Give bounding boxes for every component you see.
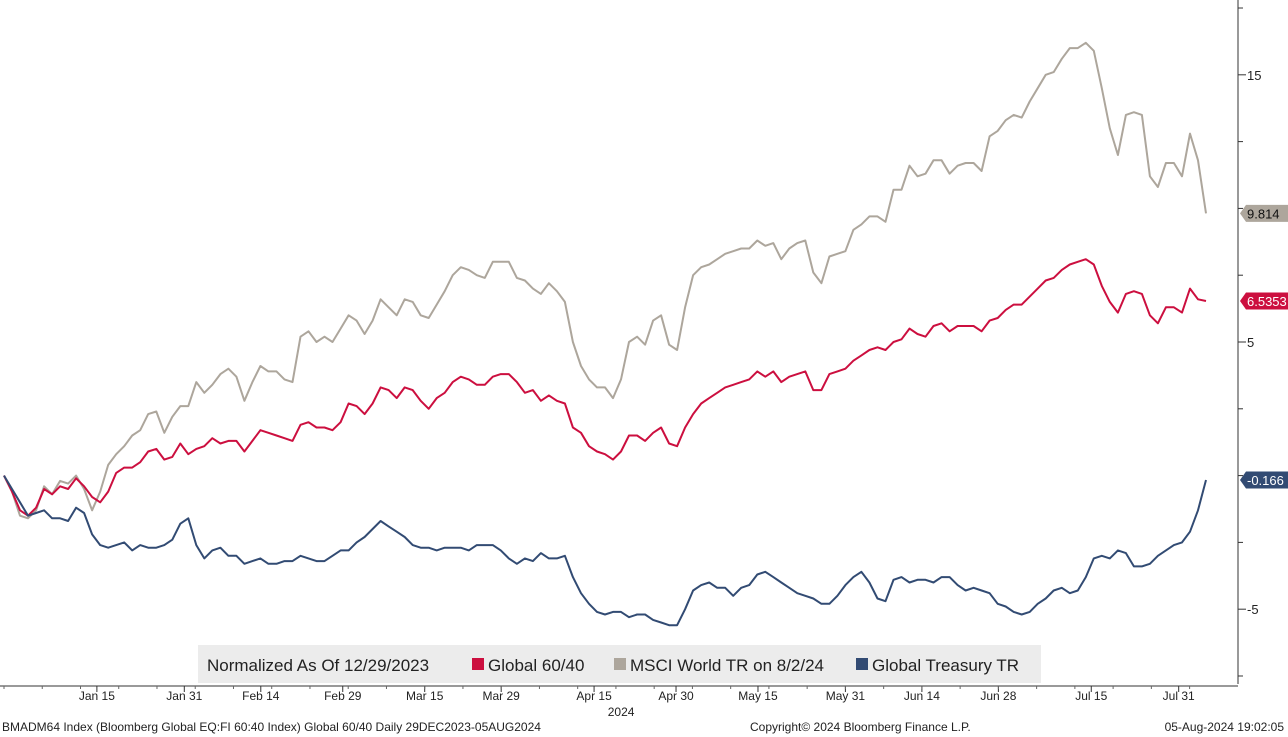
last-value-text-0: 9.814: [1247, 206, 1280, 221]
series-line-1: [3, 258, 1207, 517]
x-tick-label: Jul 31: [1163, 689, 1195, 703]
x-tick-label: Feb 29: [324, 689, 362, 703]
legend-entry-0: Global 60/40: [488, 656, 584, 675]
footer-timestamp: 05-Aug-2024 19:02:05: [1164, 720, 1284, 734]
last-value-labels: 9.814 6.5353 -0.166: [1240, 204, 1288, 489]
legend-entry-2: Global Treasury TR: [872, 656, 1019, 675]
legend-swatch-0: [472, 658, 484, 670]
x-tick-label: Jan 31: [166, 689, 202, 703]
axes-layer: 15 5 -5 Jan 15 Jan 31 Feb 14 Feb 29 Mar 15 Mar 2…: [0, 0, 1261, 719]
x-tick-label: Mar 15: [406, 689, 444, 703]
x-tick-label: Feb 14: [242, 689, 280, 703]
x-tick-label: Jun 28: [980, 689, 1016, 703]
legend-swatch-2: [856, 658, 868, 670]
legend-swatch-1: [614, 658, 626, 670]
x-tick-label: May 31: [826, 689, 866, 703]
legend-entry-1: MSCI World TR on 8/2/24: [630, 656, 824, 675]
footer-copyright: Copyright© 2024 Bloomberg Finance L.P.: [750, 720, 971, 734]
series-line-0: [3, 41, 1207, 520]
x-tick-label: Jan 15: [79, 689, 115, 703]
last-value-text-1: 6.5353: [1247, 294, 1287, 309]
last-value-badge-1: [1240, 292, 1288, 310]
last-value-badge-0: [1240, 204, 1288, 222]
chart-legend: Normalized As Of 12/29/2023 Global 60/40 M…: [198, 645, 1041, 683]
x-tick-label: Jun 14: [904, 689, 940, 703]
last-value-badge-2: [1240, 471, 1288, 489]
y-tick-label: -5: [1247, 602, 1259, 617]
last-value-text-2: -0.166: [1247, 473, 1284, 488]
x-tick-label: Apr 30: [658, 689, 694, 703]
y-tick-label: 15: [1247, 68, 1261, 83]
legend-title: Normalized As Of 12/29/2023: [207, 656, 429, 675]
x-year-label: 2024: [608, 705, 635, 719]
footer-ticker-description: BMADM64 Index (Bloomberg Global EQ:FI 60…: [2, 720, 541, 734]
x-tick-label: Jul 15: [1075, 689, 1107, 703]
series-line-2: [3, 475, 1207, 627]
x-tick-label: Apr 15: [576, 689, 612, 703]
series-layer: [3, 41, 1207, 627]
y-tick-label: 5: [1247, 335, 1254, 350]
x-tick-label: May 15: [738, 689, 778, 703]
x-tick-label: Mar 29: [483, 689, 521, 703]
